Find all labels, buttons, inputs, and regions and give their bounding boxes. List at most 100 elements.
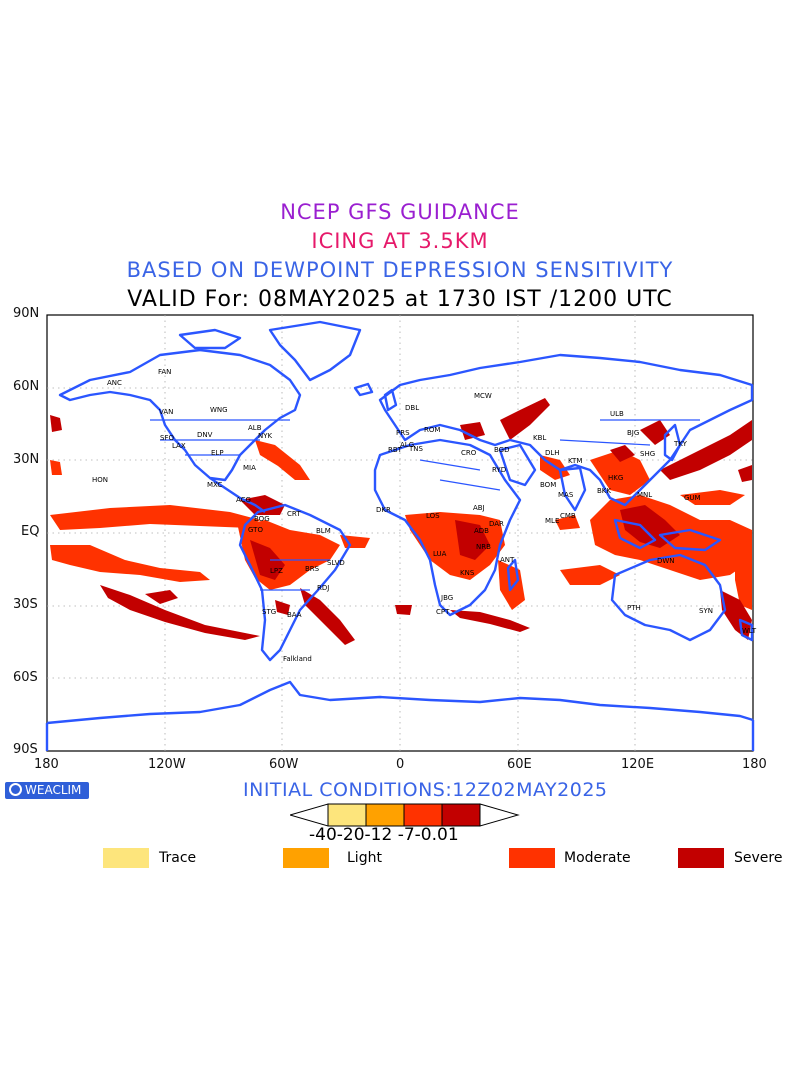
city-label: VAN [159, 408, 173, 416]
city-label: KTM [568, 457, 582, 465]
city-label: SYN [699, 607, 713, 615]
city-labels: ANC FAN VAN WNG SFO ALB NYK LAX DNV ELP … [92, 368, 757, 663]
icing-severe-region [610, 445, 635, 462]
city-label: TNS [408, 445, 424, 453]
city-label: HON [92, 476, 108, 484]
weaclim-logo: WEACLIM [5, 782, 89, 799]
city-label: KBL [533, 434, 546, 442]
city-label: DLH [545, 449, 560, 457]
icing-severe-region [450, 610, 530, 632]
title-line-3: BASED ON DEWPOINT DEPRESSION SENSITIVITY [126, 258, 674, 282]
city-label: CRO [461, 449, 477, 457]
city-label: MCW [474, 392, 492, 400]
lon-label-180w: 180 [34, 757, 59, 772]
city-label: JBG [440, 594, 453, 602]
city-label: MXC [207, 481, 222, 489]
colorbar-severe [441, 803, 481, 827]
icing-severe-region [240, 495, 285, 515]
lon-label-60w: 60W [269, 757, 299, 772]
world-map: ANC FAN VAN WNG SFO ALB NYK LAX DNV ELP … [45, 314, 757, 752]
city-label: ADB [474, 527, 489, 535]
icing-moderate-region [735, 540, 752, 610]
icing-severe-region [660, 420, 752, 480]
lat-label-30n: 30N [13, 452, 40, 467]
city-label: MIA [243, 464, 256, 472]
city-label: DKR [376, 506, 391, 514]
city-label: DNV [197, 431, 213, 439]
icing-moderate-region [50, 545, 210, 582]
city-label: CPT [436, 608, 450, 616]
logo-ring-icon [9, 783, 22, 796]
city-label: LAX [172, 442, 186, 450]
city-label: BKK [597, 487, 611, 495]
city-label: KNS [460, 569, 475, 577]
logo-text: WEACLIM [25, 783, 82, 797]
city-label: RDJ [317, 584, 329, 592]
colorbar-high-arrow [479, 803, 520, 827]
icing-severe-region [640, 420, 670, 445]
icing-moderate-region [50, 460, 62, 475]
city-label: BLM [316, 527, 331, 535]
legend-label-trace: Trace [159, 850, 197, 866]
city-label: TKY [673, 440, 688, 448]
icing-severe-region [100, 585, 260, 640]
colorbar [290, 803, 520, 827]
icing-moderate-region [340, 535, 370, 548]
city-label: ABJ [473, 504, 485, 512]
city-label: SHG [640, 450, 655, 458]
icing-moderate-region [255, 440, 310, 480]
city-label: DBL [405, 404, 419, 412]
city-label: LPZ [270, 567, 283, 575]
city-label: ULB [610, 410, 624, 418]
city-label: WLT [742, 627, 757, 635]
lon-label-60e: 60E [507, 757, 532, 772]
icing-severe-region [455, 520, 490, 560]
city-label: BJG [627, 429, 639, 437]
city-label: RYD [492, 466, 506, 474]
icing-severe-region [50, 415, 62, 432]
valid-time: VALID For: 08MAY2025 at 1730 IST /1200 U… [127, 287, 673, 312]
icing-severe-region [300, 588, 355, 645]
city-label: STG [262, 608, 276, 616]
city-label: NRB [476, 543, 491, 551]
city-label: PRS [396, 429, 410, 437]
icing-severe-region [145, 590, 178, 604]
city-label: DWN [657, 557, 675, 565]
city-label: ALG [400, 441, 414, 449]
city-label: NYK [258, 432, 273, 440]
city-label: MAS [558, 491, 574, 499]
city-label: GUM [684, 494, 701, 502]
icing-moderate-region [560, 565, 620, 585]
icing-moderate-region [680, 490, 745, 505]
city-label: PTH [627, 604, 641, 612]
city-label: MNL [637, 491, 652, 499]
initial-conditions: INITIAL CONDITIONS:12Z02MAY2025 [243, 779, 608, 801]
icing-severe-region [275, 600, 290, 615]
colorbar-labels: -40-20-12 -7-0.01 [309, 825, 459, 845]
lat-label-90n: 90N [13, 306, 40, 321]
city-label: MLE [545, 517, 559, 525]
city-label: ROM [424, 426, 440, 434]
icing-severe-region [500, 398, 550, 440]
legend-swatch-trace [103, 848, 149, 868]
colorbar-low-arrow [290, 803, 329, 827]
legend-label-severe: Severe [734, 850, 783, 866]
lat-label-90s: 90S [13, 742, 38, 757]
legend-label-light: Light [347, 850, 382, 866]
icing-regions [50, 398, 752, 645]
city-label: ELP [211, 449, 224, 457]
icing-severe-region [250, 540, 285, 580]
icing-moderate-region [590, 450, 650, 495]
city-label: HKG [608, 474, 623, 482]
city-label: BOG [254, 515, 270, 523]
legend-label-moderate: Moderate [564, 850, 631, 866]
city-label: ANC [107, 379, 122, 387]
lat-label-eq: EQ [21, 524, 40, 539]
coastlines [45, 320, 755, 751]
legend-swatch-light [283, 848, 329, 868]
lon-label-120e: 120E [621, 757, 655, 772]
icing-severe-region [460, 422, 485, 440]
city-label: LOS [426, 512, 440, 520]
city-label: GTO [248, 526, 263, 534]
colorbar-trace [327, 803, 367, 827]
